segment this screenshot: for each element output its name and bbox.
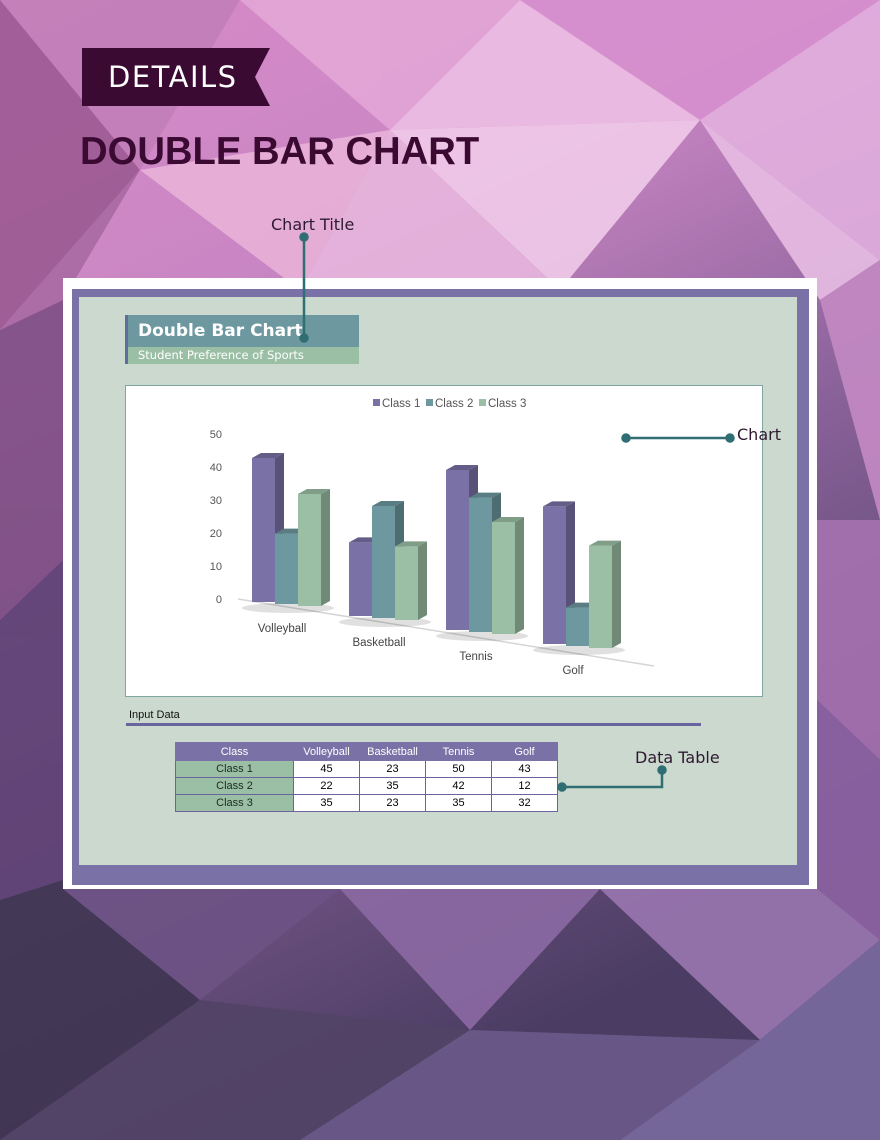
bar <box>275 533 298 604</box>
bar-top <box>492 517 524 522</box>
legend-label: Class 1 <box>382 398 420 410</box>
bar <box>252 458 275 602</box>
bar <box>372 506 395 618</box>
y-tick-label: 30 <box>210 495 222 507</box>
table-cell[interactable]: 32 <box>491 794 558 812</box>
sheet-subtitle: Student Preference of Sports <box>138 348 304 362</box>
legend-swatch <box>426 399 433 406</box>
table-cell[interactable]: 50 <box>425 760 492 778</box>
table-cell[interactable]: 12 <box>491 777 558 795</box>
sheet-title-bar: Double Bar Chart <box>125 315 359 347</box>
bar <box>446 470 469 630</box>
chart-callout: Chart <box>737 425 781 444</box>
table-cell[interactable]: 42 <box>425 777 492 795</box>
bar <box>589 545 612 648</box>
bar-side <box>418 541 427 620</box>
table-cell[interactable]: 22 <box>293 777 360 795</box>
table-header: Basketball <box>359 742 426 761</box>
legend-swatch <box>373 399 380 406</box>
bar-side <box>321 489 330 606</box>
bar-top <box>446 465 478 470</box>
chart-title-callout: Chart Title <box>271 215 355 234</box>
table-header-row: Class Volleyball Basketball Tennis Golf <box>175 742 558 761</box>
table-row: Class 3 35 23 35 32 <box>175 794 558 812</box>
bar <box>298 494 321 606</box>
bar-top <box>469 492 501 498</box>
bar-side <box>515 517 524 634</box>
bar-chart: Class 1 Class 2 Class 3 0 10 20 30 40 50 Volleyba… <box>210 398 655 677</box>
bar <box>395 546 418 620</box>
legend-label: Class 3 <box>488 398 526 410</box>
sheet-title: Double Bar Chart <box>138 321 303 341</box>
bar-top <box>543 501 575 507</box>
y-tick-label: 50 <box>210 429 222 441</box>
legend-swatch <box>479 399 486 406</box>
bar-top <box>589 540 621 546</box>
bar <box>566 607 589 646</box>
table-header: Volleyball <box>293 742 360 761</box>
y-tick-label: 0 <box>216 594 222 606</box>
details-ribbon: DETAILS <box>82 48 270 106</box>
ribbon-shape <box>82 48 270 106</box>
ribbon-label: DETAILS <box>108 60 238 94</box>
sheet-title-box: Double Bar Chart Student Preference of S… <box>125 315 359 364</box>
bar-top <box>395 541 427 547</box>
table-cell[interactable]: 35 <box>293 794 360 812</box>
bar <box>543 506 566 644</box>
table-cell[interactable]: 23 <box>359 794 426 812</box>
table-cell[interactable]: 35 <box>425 794 492 812</box>
legend-label: Class 2 <box>435 398 473 410</box>
table-cell[interactable]: Class 3 <box>175 794 294 812</box>
x-tick-label: Golf <box>562 665 584 677</box>
x-tick-label: Tennis <box>459 651 492 663</box>
data-table-callout: Data Table <box>635 748 720 767</box>
y-tick-label: 40 <box>210 462 222 474</box>
y-tick-label: 20 <box>210 528 222 540</box>
bar-top <box>372 501 404 506</box>
table-cell[interactable]: Class 1 <box>175 760 294 778</box>
chart-area[interactable]: Class 1 Class 2 Class 3 0 10 20 30 40 50 Volleyba… <box>125 385 763 697</box>
bar-top <box>298 489 330 494</box>
table-row: Class 1 45 23 50 43 <box>175 760 558 778</box>
table-cell[interactable]: Class 2 <box>175 777 294 795</box>
table-header: Golf <box>491 742 558 761</box>
input-data-label: Input Data <box>129 709 180 721</box>
bar-top <box>252 453 284 458</box>
bar <box>492 522 515 634</box>
bar-side <box>612 540 621 648</box>
data-table: Class Volleyball Basketball Tennis Golf … <box>175 742 558 812</box>
table-header: Class <box>175 742 294 761</box>
table-row: Class 2 22 35 42 12 <box>175 777 558 795</box>
sheet-subtitle-bar: Student Preference of Sports <box>125 347 359 364</box>
table-cell[interactable]: 43 <box>491 760 558 778</box>
bar <box>469 497 492 632</box>
x-axis-floor <box>237 598 655 667</box>
table-cell[interactable]: 35 <box>359 777 426 795</box>
bar <box>349 542 372 616</box>
x-tick-label: Basketball <box>352 637 405 649</box>
page-heading: DOUBLE BAR CHART <box>80 130 480 173</box>
input-data-rule <box>126 723 701 726</box>
y-tick-label: 10 <box>210 561 222 573</box>
table-header: Tennis <box>425 742 492 761</box>
x-tick-label: Volleyball <box>258 623 307 635</box>
table-cell[interactable]: 45 <box>293 760 360 778</box>
table-cell[interactable]: 23 <box>359 760 426 778</box>
